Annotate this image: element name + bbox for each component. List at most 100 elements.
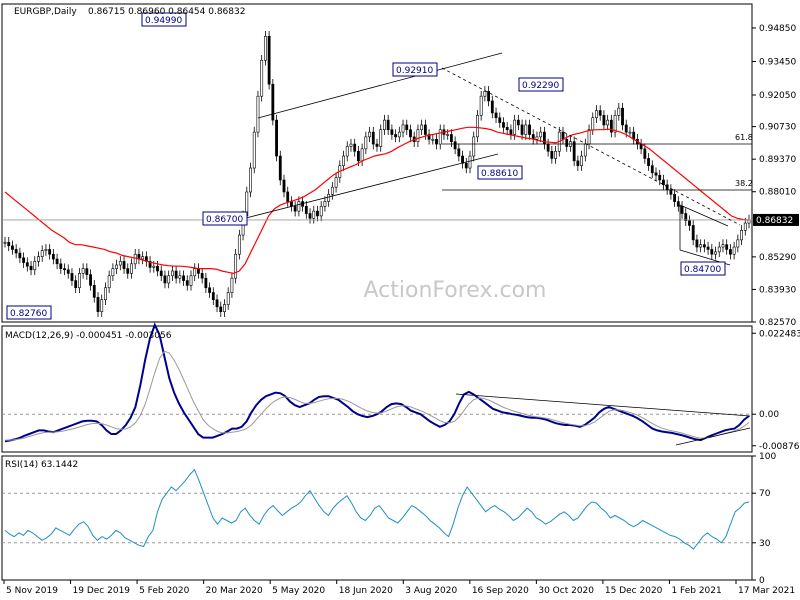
candle-body (524, 124, 528, 135)
candle-body (200, 273, 204, 279)
candle-body (472, 136, 476, 157)
price-y-tick-label: 0.90730 (759, 123, 796, 133)
candle-body (427, 134, 431, 140)
candle-body (312, 210, 316, 219)
candle-body (423, 124, 427, 135)
candle-body (572, 141, 576, 162)
candle-body (59, 263, 63, 269)
x-tick-label: 5 Feb 2020 (139, 586, 190, 596)
candle-body (695, 239, 699, 248)
candle-body (390, 129, 394, 135)
candle-body (345, 146, 349, 157)
candle-body (278, 155, 282, 181)
price-callout-box (6, 305, 52, 320)
candle-body (29, 265, 33, 271)
candle-body (662, 179, 665, 186)
candle-body (275, 119, 278, 157)
candle-body (397, 131, 401, 138)
x-tick-label: 20 Mar 2020 (206, 586, 263, 596)
candle-body (461, 155, 464, 164)
price-frame (1, 3, 753, 323)
candle-body (717, 246, 721, 253)
candle-body (691, 225, 695, 241)
candle-body (219, 306, 223, 313)
candle-body (267, 36, 271, 85)
candle-body (665, 184, 669, 190)
candle-body (520, 124, 524, 135)
candle-body (487, 91, 491, 102)
candle-body (732, 246, 736, 255)
candle-body (286, 191, 290, 202)
candle-body (77, 273, 81, 289)
candle-body (37, 256, 40, 262)
candle-body (92, 285, 96, 298)
candle-body (70, 273, 74, 281)
candle-body (669, 189, 673, 195)
candle-body (271, 83, 275, 121)
candle-body (256, 95, 260, 133)
candle-body (680, 206, 684, 214)
candle-body (223, 304, 226, 313)
candle-body (18, 252, 22, 259)
panel-frames (1, 3, 753, 581)
macd-line (4, 322, 750, 443)
macd-upper-trendline (455, 393, 751, 417)
moving-average-line (4, 126, 750, 275)
candle-body (234, 253, 238, 279)
candle-body (457, 148, 461, 157)
candle-body (647, 158, 650, 166)
candle-body (379, 129, 383, 147)
candle-body (431, 138, 435, 141)
candle-body (342, 155, 345, 166)
candle-body (81, 268, 85, 274)
current-price-box (753, 213, 799, 226)
price-callout-label: 0.84700 (684, 265, 721, 275)
price-callout-label: 0.86700 (206, 215, 243, 225)
candle-body (11, 245, 14, 250)
candle-body (624, 124, 628, 133)
candle-body (561, 131, 565, 140)
macd-y-tick-label: -0.008765 (759, 442, 800, 452)
candle-body (409, 129, 412, 138)
candle-body (85, 268, 89, 275)
candle-body (714, 251, 717, 255)
rsi-line (4, 468, 750, 550)
candle-body (706, 246, 710, 250)
rsi-frame (1, 455, 753, 581)
candle-body (130, 263, 133, 274)
candle-body (249, 167, 252, 193)
candle-body (725, 244, 729, 250)
candle-body (446, 134, 450, 136)
candle-body (609, 119, 613, 133)
candle-body (736, 239, 740, 248)
x-tick-label: 15 Dec 2020 (605, 586, 663, 596)
candle-body (539, 131, 543, 138)
current-price-label: 0.86832 (756, 216, 793, 226)
candle-body (327, 194, 331, 202)
candle-body (252, 131, 256, 169)
rsi-y-tick-label: 0 (759, 576, 765, 586)
candle-body (360, 148, 364, 162)
price-callout-label: 0.92290 (522, 81, 559, 91)
candle-body (48, 249, 52, 255)
candle-body (126, 268, 130, 274)
candle-body (89, 274, 92, 286)
candle-body (449, 134, 453, 142)
candle-body (535, 136, 539, 140)
candle-body (405, 124, 409, 131)
candle-body (237, 234, 241, 255)
candle-body (583, 143, 587, 157)
candle-body (293, 206, 297, 212)
price-y-tick-label: 0.83930 (759, 285, 796, 295)
price-y-tick-label: 0.93450 (759, 57, 796, 67)
candle-body (710, 249, 714, 255)
candle-body (453, 141, 457, 150)
x-tick-label: 5 Nov 2019 (6, 586, 58, 596)
watermark: ActionForex.com (364, 278, 547, 303)
candle-body (438, 129, 442, 145)
candle-body (170, 270, 174, 277)
candle-body (40, 250, 44, 257)
candle-body (74, 280, 78, 289)
candle-body (368, 131, 371, 138)
x-tick-label: 19 Dec 2019 (73, 586, 131, 596)
